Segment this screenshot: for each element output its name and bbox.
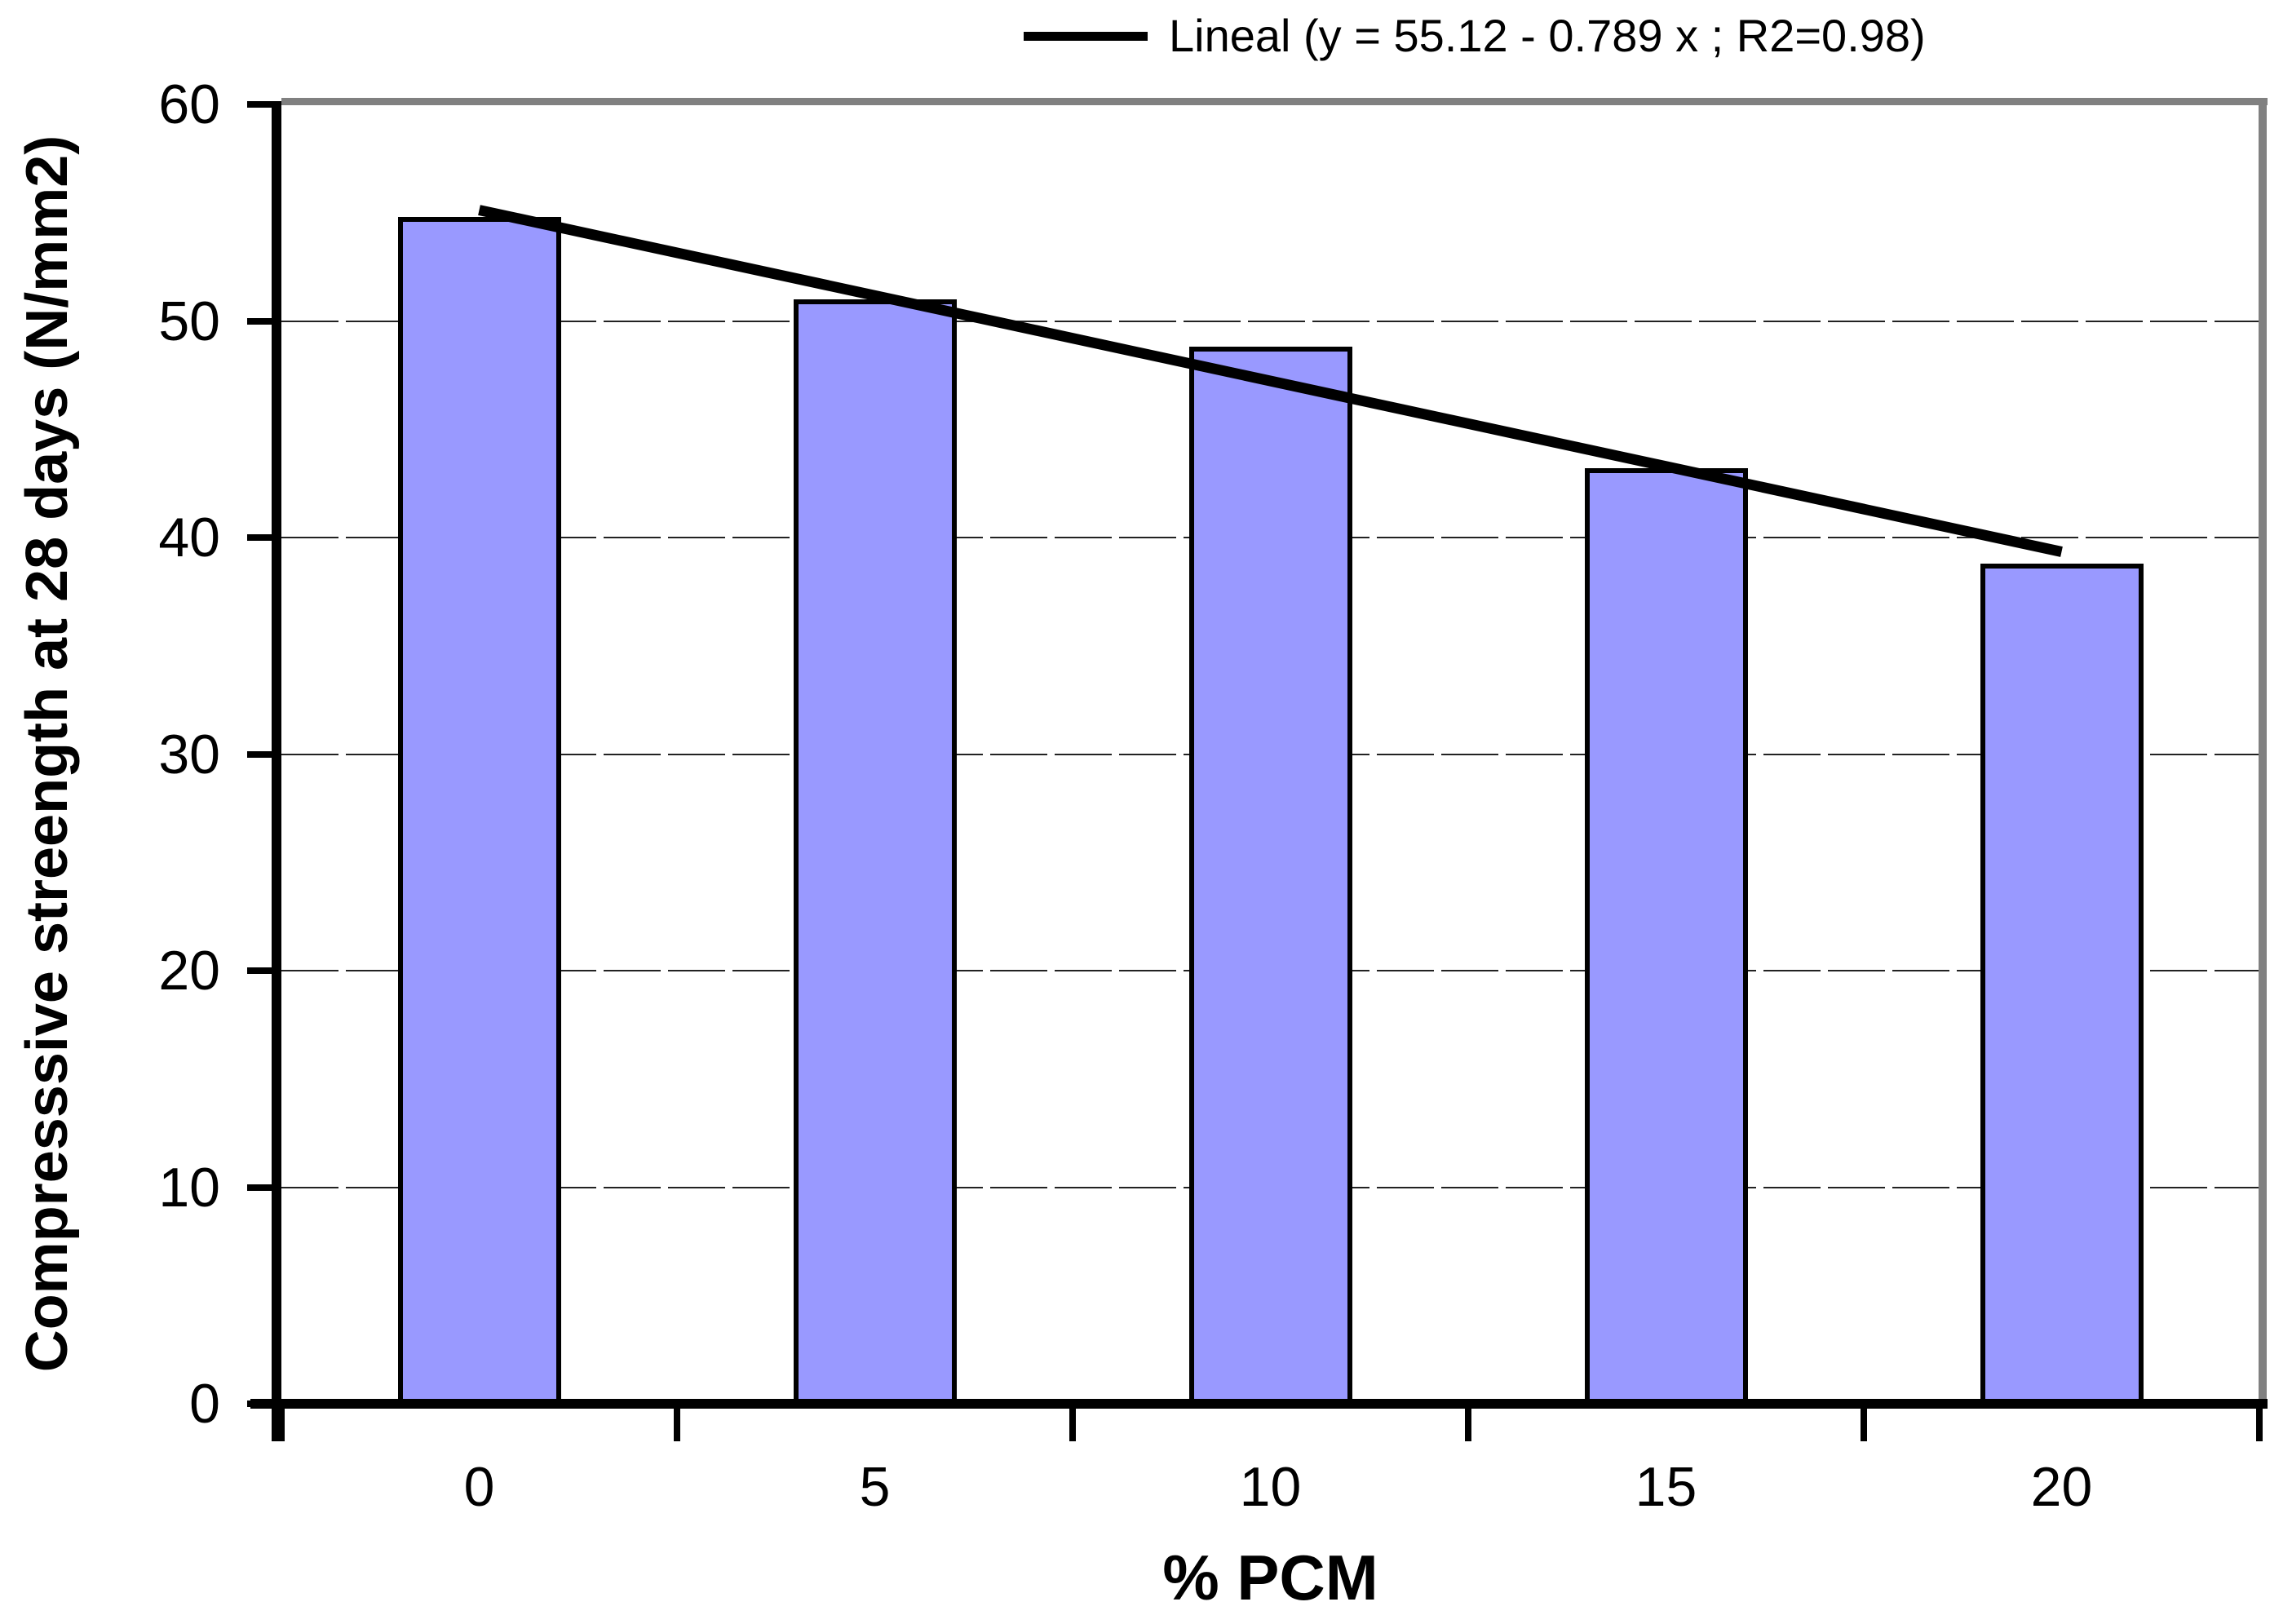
y-tick <box>247 967 281 974</box>
plot-border-top <box>281 98 2268 105</box>
y-axis-line <box>272 104 281 1441</box>
y-tick-label: 30 <box>158 723 220 785</box>
y-tick-label: 40 <box>158 507 220 569</box>
x-axis-title: % PCM <box>1162 1542 1378 1613</box>
bar <box>1188 347 1352 1409</box>
y-tick <box>247 1184 281 1191</box>
trendline-layer <box>478 205 2063 557</box>
x-tick <box>1465 1404 1471 1441</box>
bar <box>793 299 957 1409</box>
trendline <box>478 205 2063 557</box>
x-tick <box>674 1404 680 1441</box>
y-tick-label: 50 <box>158 290 220 352</box>
y-tick <box>247 317 281 325</box>
y-tick-label: 60 <box>158 73 220 135</box>
bar <box>397 217 561 1409</box>
x-tick-label: 20 <box>2030 1456 2093 1518</box>
y-tick-label: 10 <box>158 1156 220 1219</box>
y-gridline <box>281 320 2259 322</box>
trendline-legend-label: Lineal (y = 55.12 - 0.789 x ; R2=0.98) <box>1169 10 1926 61</box>
y-tick <box>247 101 281 108</box>
x-tick-label: 15 <box>1635 1456 1697 1518</box>
trendline-legend-swatch <box>1024 31 1148 41</box>
bar <box>1980 563 2144 1409</box>
y-tick-label: 20 <box>158 940 220 1002</box>
x-tick-label: 0 <box>463 1456 495 1518</box>
x-tick <box>1069 1404 1076 1441</box>
x-tick-label: 10 <box>1239 1456 1302 1518</box>
x-axis-line <box>250 1399 2268 1409</box>
y-tick <box>247 534 281 541</box>
legend: Lineal (y = 55.12 - 0.789 x ; R2=0.98) <box>1024 10 1926 62</box>
x-tick <box>278 1404 285 1441</box>
y-tick-label: 0 <box>189 1373 220 1435</box>
y-tick <box>247 750 281 758</box>
x-tick <box>1861 1404 1867 1441</box>
plot-border-right <box>2259 98 2267 1405</box>
bar <box>1584 468 1748 1409</box>
x-tick-label: 5 <box>859 1456 891 1518</box>
x-tick <box>2256 1404 2263 1441</box>
